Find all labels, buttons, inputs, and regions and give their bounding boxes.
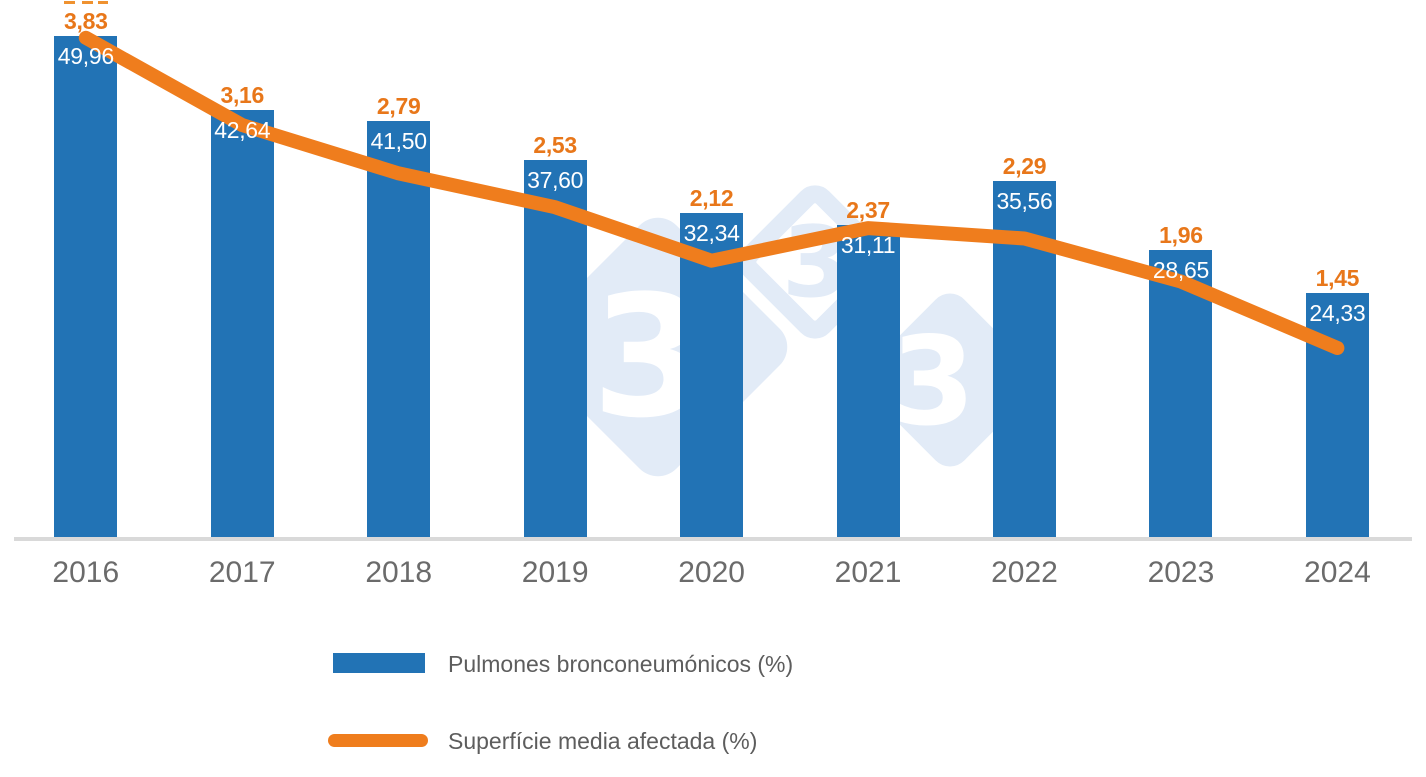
crop-artifact-dash: [98, 1, 108, 4]
line-value-label: 3,16: [220, 81, 265, 108]
bar-2016: [54, 36, 118, 537]
x-axis-label-2020: 2020: [678, 556, 745, 589]
line-value-label: 1,96: [1159, 221, 1203, 248]
legend-label-line: Superfície media afectada (%): [448, 728, 758, 754]
x-axis-label-2021: 2021: [834, 556, 902, 589]
line-series-path: [78, 30, 1345, 355]
line-value-label: 2,53: [533, 132, 577, 159]
bar-2017: [210, 109, 274, 537]
x-axis-label-2024: 2024: [1304, 556, 1371, 589]
x-axis-label-2017: 2017: [208, 556, 276, 589]
crop-artifact-dash: [64, 1, 75, 4]
bar-value-label: 31,11: [840, 232, 896, 259]
x-axis-label-2018: 2018: [365, 556, 433, 589]
line-value-label: 2,37: [846, 197, 890, 224]
watermark-3-glyph: 3: [890, 311, 976, 453]
x-axis-line: [14, 537, 1412, 541]
line-value-label: 2,79: [376, 93, 421, 120]
x-axis-label-2016: 2016: [52, 556, 120, 589]
legend-swatch-bars: [333, 653, 425, 673]
bar-value-label: 41,50: [370, 128, 427, 155]
line-value-label: 2,12: [689, 184, 734, 211]
crop-artifact-dash: [82, 1, 93, 4]
line-value-label: 1,45: [1315, 265, 1360, 292]
bar-2019: [523, 160, 587, 537]
bar-value-label: 37,60: [527, 167, 584, 194]
bar-value-label: 24,33: [1309, 300, 1366, 327]
line-value-label: 2,29: [1002, 152, 1047, 179]
bar-2021: [836, 225, 900, 537]
bar-value-label: 32,34: [683, 219, 740, 246]
legend-label-bars: Pulmones bronconeumónicos (%): [448, 651, 794, 677]
bar-value-label: 35,56: [996, 187, 1053, 214]
bar-value-label: 28,65: [1152, 256, 1209, 283]
legend-swatch-line: [328, 734, 428, 747]
x-axis-label-2022: 2022: [991, 556, 1058, 589]
line-value-label: 3,83: [64, 8, 108, 35]
bar-2018: [367, 121, 431, 537]
bar-value-label: 49,96: [57, 43, 114, 70]
x-axis-label-2023: 2023: [1147, 556, 1215, 589]
x-axis-label-2019: 2019: [521, 556, 589, 589]
bar-value-label: 42,64: [214, 116, 271, 143]
